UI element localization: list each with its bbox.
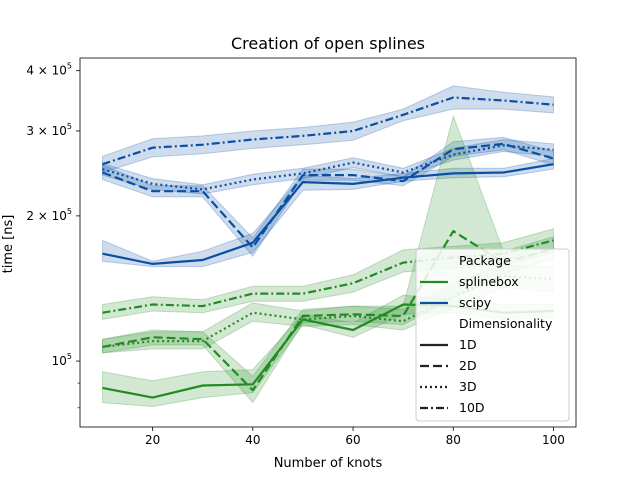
line-scipy-1D [102,163,554,265]
x-tick-label: 80 [446,433,461,447]
x-tick-label: 40 [245,433,260,447]
y-tick-label: 3 × 105 [26,122,72,138]
line-scipy-3D [102,144,554,191]
line-scipy-2D [102,142,554,249]
y-tick-label: 4 × 105 [26,62,72,78]
legend-item-splinebox: splinebox [459,274,519,289]
legend-item-1D: 1D [459,337,477,352]
x-axis: 20 40 60 80 100 [145,427,565,447]
y-axis: 105 2 × 105 3 × 105 4 × 105 [26,62,80,409]
legend-title-dimensionality: Dimensionality [459,316,553,331]
y-axis-label: time [ns] [1,215,16,274]
legend-box [415,248,570,422]
y-tick-label: 2 × 105 [26,207,72,223]
legend-item-2D: 2D [459,358,477,373]
line-splinebox-10D [102,239,554,314]
x-tick-label: 60 [345,433,360,447]
band-scipy-3D [102,138,554,195]
band-scipy-10D [102,85,554,174]
legend-title-package: Package [459,253,511,268]
y-tick-label: 105 [52,352,72,368]
plot-frame [79,57,577,428]
line-scipy-10D [102,96,554,166]
x-tick-label: 100 [542,433,565,447]
line-splinebox-3D [102,275,554,348]
x-tick-label: 20 [145,433,160,447]
legend: Package splinebox scipy Dimensionality 1D 2D 3… [415,248,570,422]
legend-item-3D: 3D [459,379,477,394]
legend-item-10D: 10D [459,400,485,415]
line-splinebox-2D [102,230,554,392]
legend-item-scipy: scipy [459,295,492,310]
band-scipy-1D [102,157,554,268]
series-lines [102,96,554,399]
chart-title: Creation of open splines [231,34,425,53]
x-axis-label: Number of knots [274,456,383,471]
